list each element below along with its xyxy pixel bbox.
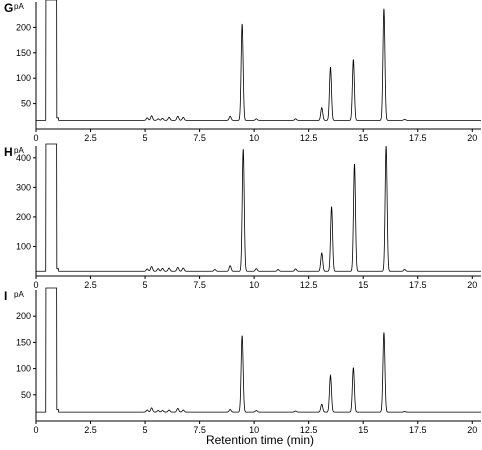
x-tick-label: 7.5 (193, 280, 206, 290)
x-tick-label: 20 (467, 425, 477, 435)
x-tick-label: 7.5 (193, 133, 206, 143)
x-tick-label: 17.5 (409, 280, 427, 290)
y-unit-label: pA (14, 146, 24, 155)
x-tick-label: 0 (33, 425, 38, 435)
x-tick-label: 20 (467, 280, 477, 290)
y-tick-label: 50 (21, 390, 31, 400)
x-tick-label: 5 (143, 280, 148, 290)
x-tick-label: 17.5 (409, 425, 427, 435)
panel-letter: G (4, 1, 13, 15)
x-tick-label: 10 (249, 280, 259, 290)
x-tick-label: 12.5 (300, 425, 318, 435)
chromatogram-trace (36, 0, 481, 121)
y-tick-label: 50 (21, 99, 31, 109)
x-tick-label: 12.5 (300, 280, 318, 290)
x-tick-label: 15 (358, 133, 368, 143)
x-axis-label: Retention time (min) (206, 433, 314, 447)
x-tick-label: 12.5 (300, 133, 318, 143)
x-tick-label: 2.5 (84, 133, 97, 143)
x-tick-label: 20 (467, 133, 477, 143)
x-tick-label: 0 (33, 280, 38, 290)
x-tick-label: 2.5 (84, 280, 97, 290)
x-tick-label: 17.5 (409, 133, 427, 143)
y-tick-label: 150 (16, 337, 31, 347)
x-tick-label: 7.5 (193, 425, 206, 435)
y-unit-label: pA (14, 290, 24, 299)
y-tick-label: 200 (16, 22, 31, 32)
y-tick-label: 200 (16, 311, 31, 321)
chromatogram-trace (36, 143, 481, 272)
y-unit-label: pA (14, 2, 24, 11)
panel-letter: I (4, 289, 7, 303)
y-tick-label: 100 (16, 364, 31, 374)
x-tick-label: 5 (143, 133, 148, 143)
y-tick-label: 400 (16, 153, 31, 163)
x-tick-label: 15 (358, 280, 368, 290)
y-tick-label: 300 (16, 182, 31, 192)
x-tick-label: 10 (249, 133, 259, 143)
chromatogram-trace (36, 287, 481, 413)
x-tick-label: 15 (358, 425, 368, 435)
y-tick-label: 100 (16, 241, 31, 251)
panel-letter: H (4, 145, 13, 159)
x-tick-label: 2.5 (84, 425, 97, 435)
x-tick-label: 10 (249, 425, 259, 435)
y-tick-label: 100 (16, 73, 31, 83)
y-tick-label: 200 (16, 212, 31, 222)
x-tick-label: 0 (33, 133, 38, 143)
x-tick-label: 5 (143, 425, 148, 435)
y-tick-label: 150 (16, 48, 31, 58)
